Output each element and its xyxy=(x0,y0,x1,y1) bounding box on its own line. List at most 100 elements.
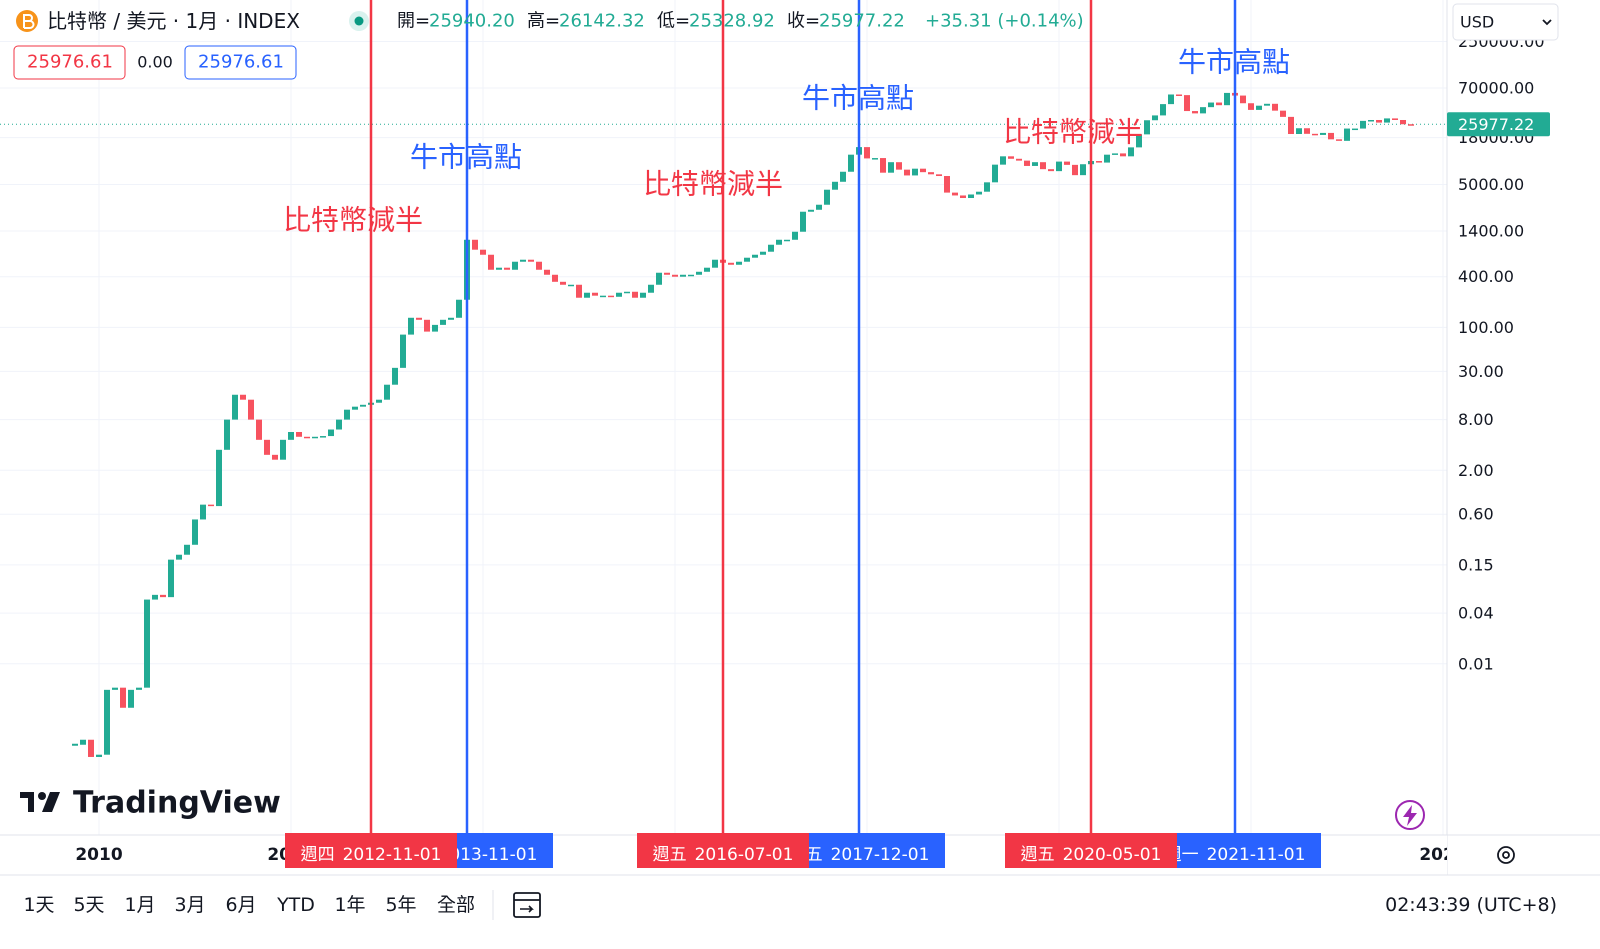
last-price-label: 25977.22 xyxy=(1458,115,1534,134)
candle xyxy=(1048,169,1054,172)
candle xyxy=(88,739,94,757)
range-button[interactable]: 6月 xyxy=(225,894,256,916)
lightning-icon[interactable] xyxy=(1403,805,1417,826)
candle xyxy=(992,164,998,183)
candle xyxy=(1304,128,1310,134)
range-button[interactable]: YTD xyxy=(276,894,315,916)
plot xyxy=(0,0,1447,835)
marker-label: 比特幣減半 xyxy=(283,204,423,237)
candle xyxy=(560,281,566,285)
goto-date-button[interactable] xyxy=(513,892,541,918)
y-tick-label: 0.04 xyxy=(1458,604,1494,623)
candle xyxy=(648,284,654,293)
candle xyxy=(472,239,478,250)
range-button[interactable]: 全部 xyxy=(437,894,475,916)
logo-mark xyxy=(38,792,46,800)
range-button[interactable]: 5年 xyxy=(385,894,416,916)
symbol[interactable]: 比特幣 / 美元 · 1月 · INDEX xyxy=(47,9,300,33)
date-badge-text: 週四 2012-11-01 xyxy=(301,845,442,865)
ohlc-value: 25940.20 xyxy=(429,11,515,32)
candle xyxy=(240,394,246,400)
calendar-icon[interactable] xyxy=(520,905,534,913)
candle xyxy=(736,261,742,265)
currency-box[interactable] xyxy=(1452,3,1559,41)
lightning-button[interactable] xyxy=(1395,800,1425,830)
range-button[interactable]: 1天 xyxy=(23,894,54,916)
candle xyxy=(688,274,694,277)
candle xyxy=(840,171,846,182)
candle xyxy=(944,176,950,193)
candle xyxy=(208,504,214,507)
candle xyxy=(384,384,390,400)
bid[interactable]: 25976.61 xyxy=(27,52,113,73)
ohlc-key: 開= xyxy=(397,11,430,32)
candle xyxy=(1160,104,1166,116)
candle xyxy=(1336,139,1342,141)
candle xyxy=(264,439,270,455)
currency-select[interactable]: USD xyxy=(1452,3,1559,41)
candle xyxy=(672,274,678,277)
candle xyxy=(1056,161,1062,172)
range-button[interactable]: 5天 xyxy=(73,894,104,916)
candle xyxy=(120,687,126,708)
candle xyxy=(1400,119,1406,125)
candle xyxy=(1152,115,1158,121)
y-tick-label: 0.01 xyxy=(1458,654,1494,673)
gear-icon[interactable] xyxy=(1502,851,1510,859)
candle xyxy=(136,687,142,690)
candle xyxy=(1360,120,1366,129)
y-tick-label: 0.15 xyxy=(1458,555,1494,574)
badge-date: 2017-12-01 xyxy=(831,845,930,865)
candle xyxy=(1144,120,1150,135)
candle xyxy=(784,239,790,242)
ask[interactable]: 25976.61 xyxy=(198,52,284,73)
bitcoin-icon xyxy=(23,14,35,29)
candle xyxy=(232,394,238,420)
candle xyxy=(192,519,198,545)
candle xyxy=(824,189,830,205)
candle xyxy=(376,399,382,403)
candle xyxy=(480,249,486,255)
candle xyxy=(1120,153,1126,157)
ohlc-value: 25977.22 xyxy=(819,11,905,32)
candle xyxy=(888,162,894,173)
candle xyxy=(872,158,878,160)
settings-button[interactable] xyxy=(1497,846,1515,864)
logo-text: TradingView xyxy=(73,786,281,821)
badge-date: 2013-11-01 xyxy=(439,845,538,865)
ohlc-key: 低= xyxy=(657,11,690,32)
currency[interactable]: USD xyxy=(1460,13,1494,32)
range-button[interactable]: 1月 xyxy=(124,894,155,916)
candle xyxy=(392,367,398,385)
candle xyxy=(1264,103,1270,106)
dropdown-arrow[interactable] xyxy=(1542,19,1552,26)
badge-weekday: 週五 xyxy=(1021,845,1055,865)
date-badge-text: 週五 2020-05-01 xyxy=(1021,845,1162,865)
badge-date: 2021-11-01 xyxy=(1207,845,1306,865)
marker-label: 比特幣減半 xyxy=(1003,116,1143,149)
logo-mark xyxy=(42,792,60,812)
bid-box[interactable] xyxy=(13,45,126,80)
candle xyxy=(296,431,302,437)
candle xyxy=(424,319,430,332)
candle xyxy=(1376,119,1382,123)
gear-icon[interactable] xyxy=(1497,846,1515,864)
candle xyxy=(456,299,462,318)
candle xyxy=(704,267,710,272)
marker-label: 牛市高點 xyxy=(410,141,522,174)
candle xyxy=(848,154,854,172)
ohlc-value: 25328.92 xyxy=(689,11,775,32)
range-button[interactable]: 1年 xyxy=(334,894,365,916)
candle xyxy=(1184,95,1190,112)
candle xyxy=(584,292,590,298)
last-price-badge xyxy=(1447,112,1550,137)
clock: 02:43:39 (UTC+8) xyxy=(1385,894,1557,916)
calendar-icon[interactable] xyxy=(513,892,541,918)
range-button[interactable]: 3月 xyxy=(174,894,205,916)
candle xyxy=(1008,156,1014,159)
candle xyxy=(408,317,414,335)
ask-box[interactable] xyxy=(184,45,297,80)
candle xyxy=(1136,134,1142,148)
candle xyxy=(680,274,686,277)
